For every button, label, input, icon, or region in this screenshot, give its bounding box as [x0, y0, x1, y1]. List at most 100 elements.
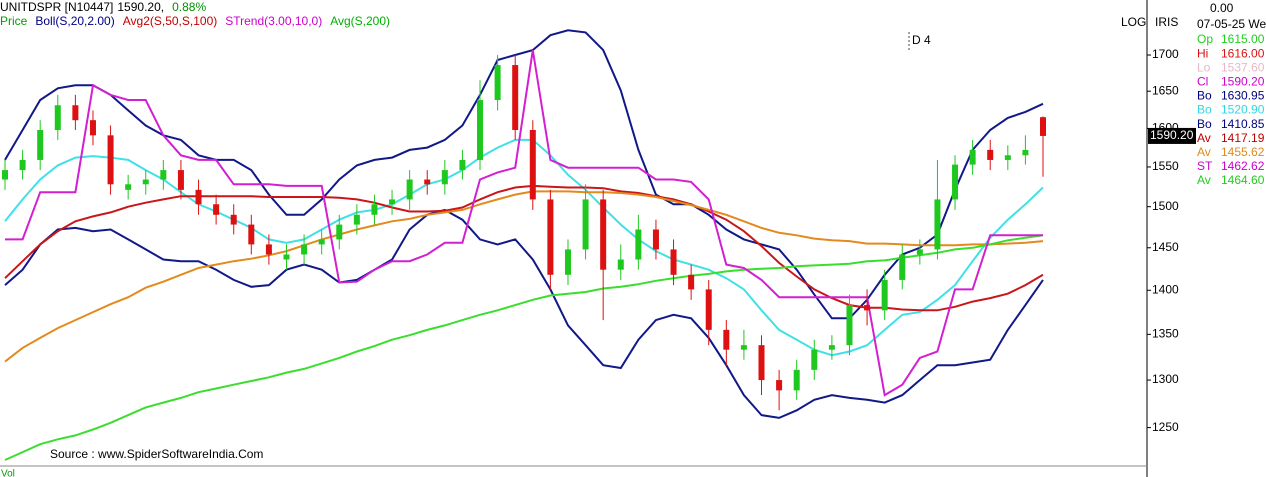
candle-body	[494, 65, 501, 101]
indicator-line	[5, 49, 1043, 397]
candle-body	[89, 120, 96, 136]
annotation: D 4	[912, 33, 931, 47]
candle-body	[776, 380, 783, 391]
y-tick-label: 1700	[1152, 47, 1179, 61]
candle-body	[441, 170, 448, 185]
candle-body	[1040, 117, 1046, 136]
candle-body	[195, 189, 202, 205]
candle-body	[881, 279, 888, 311]
candle-body	[318, 239, 325, 245]
legend-entry: Price	[0, 14, 28, 28]
candle-body	[600, 199, 607, 270]
panel-label: Bo	[1197, 89, 1212, 103]
candle-body	[107, 135, 114, 185]
panel-value: 1462.62	[1221, 159, 1265, 173]
candle-body	[705, 289, 712, 330]
y-tick-label: 1300	[1152, 372, 1179, 386]
candle-body	[688, 274, 695, 290]
candle-body	[142, 179, 149, 185]
candle-body	[916, 249, 923, 255]
panel-label: Lo	[1197, 60, 1211, 74]
header: UNITDSPR [N10447] 1590.20, 0.88%	[0, 0, 206, 14]
candle-body	[828, 345, 835, 350]
candle-body	[811, 349, 818, 370]
style-label: IRIS	[1155, 15, 1178, 29]
y-tick-label: 1500	[1152, 199, 1179, 213]
candle-body	[512, 65, 519, 131]
panel-value: 1455.62	[1221, 145, 1265, 159]
scale-label: LOG	[1121, 15, 1146, 29]
candle-body	[652, 229, 659, 250]
candle-body	[283, 254, 290, 260]
panel-value: 1464.60	[1221, 173, 1265, 187]
panel-label: Av	[1197, 131, 1211, 145]
panel-label: Av	[1197, 145, 1211, 159]
panel-top: 0.00	[1210, 1, 1234, 15]
y-tick-label: 1450	[1152, 240, 1179, 254]
panel-label: Bo	[1197, 103, 1212, 117]
candle-body	[1004, 155, 1011, 160]
candle-body	[248, 224, 255, 245]
panel-date: 07-05-25 We	[1197, 17, 1266, 31]
panel-label: Bo	[1197, 117, 1212, 131]
candle-body	[934, 199, 941, 250]
candle-body	[952, 164, 959, 200]
candle-body	[793, 369, 800, 391]
panel-label: ST	[1197, 159, 1213, 173]
candle-body	[459, 159, 466, 171]
legend-entry: Avg2(S,50,S,100)	[123, 14, 218, 28]
candle-body	[969, 149, 976, 165]
candle-body	[265, 244, 272, 255]
change: 0.88%	[172, 0, 206, 14]
legend-entry: Avg(S,200)	[330, 14, 390, 28]
indicator-line	[4, 234, 1044, 461]
candle-body	[301, 244, 308, 255]
panel-value: 1410.85	[1221, 117, 1265, 131]
candle-body	[670, 249, 677, 275]
candle-body	[899, 254, 906, 280]
panel-value: 1616.00	[1221, 46, 1265, 60]
last-price: 1590.20,	[117, 0, 164, 14]
y-tick-label: 1350	[1152, 327, 1179, 341]
candle-body	[477, 100, 484, 160]
candle-body	[547, 199, 554, 275]
candle-body	[864, 305, 871, 311]
y-tick-label: 1400	[1152, 282, 1179, 296]
candle-body	[758, 345, 765, 381]
price-tag: 1590.20	[1150, 128, 1194, 142]
volume-label: Vol	[1, 469, 15, 477]
indicator-line	[4, 138, 1044, 357]
panel-value: 1615.00	[1221, 32, 1265, 46]
panel-value: 1630.95	[1221, 89, 1265, 103]
candle-body	[2, 170, 8, 180]
candle-body	[177, 170, 184, 190]
candle-body	[371, 204, 378, 215]
candle-body	[529, 130, 536, 200]
candle-body	[582, 199, 589, 250]
panel-value: 1520.90	[1221, 103, 1265, 117]
y-tick-label: 1250	[1152, 420, 1179, 434]
candle-body	[72, 105, 79, 121]
candle-body	[617, 259, 624, 270]
panel-label: Av	[1197, 173, 1211, 187]
source: Source : www.SpiderSoftwareIndia.Com	[50, 447, 263, 461]
panel-label: Op	[1197, 32, 1213, 46]
panel-label: Cl	[1197, 74, 1208, 88]
y-tick-label: 1650	[1152, 83, 1179, 97]
y-tick-label: 1550	[1152, 159, 1179, 173]
candle-body	[1022, 149, 1029, 156]
symbol: UNITDSPR [N10447]	[0, 0, 113, 14]
candle-body	[160, 170, 167, 180]
candle-body	[19, 159, 26, 171]
candle-body	[353, 214, 360, 225]
candle-body	[424, 179, 431, 185]
candle-body	[54, 105, 61, 131]
candle-body	[564, 249, 571, 275]
candle-body	[230, 214, 237, 225]
legend-entry: Boll(S,20,2.00)	[35, 14, 114, 28]
candle-body	[740, 345, 747, 350]
indicator-line	[4, 29, 1044, 320]
candle-body	[723, 329, 730, 350]
